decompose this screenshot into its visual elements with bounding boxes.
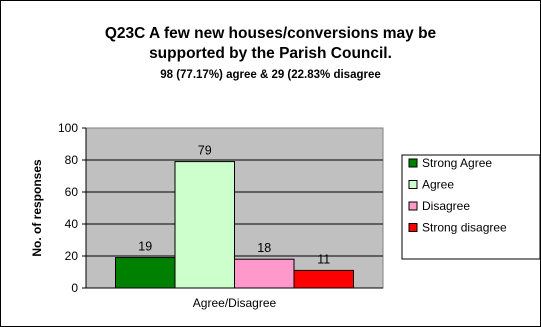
bar [234,258,295,289]
y-axis: 0 20 40 60 80 100 [58,121,383,295]
legend-label: Strong Agree [422,156,492,170]
chart-title-line-1: Q23C A few new houses/conversions may be [104,25,437,42]
chart-subtitle: 98 (77.17%) agree & 29 (22.83% disagree [160,69,381,81]
bar-data-label: 18 [257,241,271,255]
bar-data-label: 79 [198,144,212,158]
legend-label: Strong disagree [422,221,507,235]
bar [293,269,354,289]
y-axis-label: No. of responses [30,159,44,257]
legend-swatch [408,201,418,211]
bar [115,257,176,289]
legend-label: Agree [422,178,454,192]
y-tick-label: 40 [65,217,79,231]
bar-data-label: 19 [138,240,152,254]
chart-title-line-2: supported by the Parish Council. [149,45,392,62]
legend-box [401,154,540,260]
y-tick-label: 20 [65,249,79,263]
legend-swatch [408,158,418,168]
bar-data-labels: 19 79 18 11 [138,144,330,267]
legend: Strong Agree Agree Disagree Strong disagree [401,154,540,260]
bars [115,161,354,289]
bar-data-label: 11 [317,252,330,266]
y-tick-label: 0 [71,281,78,295]
legend-swatch [408,223,418,232]
bar [174,161,235,289]
y-tick-label: 60 [65,185,79,199]
y-tick-label: 100 [58,121,78,135]
legend-swatch [408,180,418,189]
legend-label: Disagree [422,199,470,213]
x-axis-label: Agree/Disagree [193,296,277,310]
y-tick-label: 80 [65,153,79,167]
